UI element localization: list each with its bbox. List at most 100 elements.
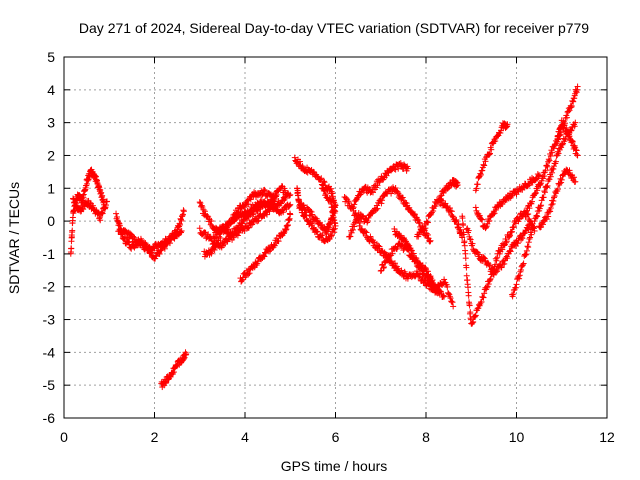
- data-point: [157, 247, 164, 254]
- data-point: [526, 205, 533, 212]
- x-tick-label: 4: [241, 429, 249, 445]
- data-point: [412, 211, 419, 218]
- data-point: [414, 216, 421, 223]
- y-tick-label: -4: [43, 344, 56, 360]
- data-point: [92, 173, 99, 180]
- y-tick-label: 3: [47, 115, 55, 131]
- data-point: [563, 166, 570, 173]
- data-point: [541, 188, 548, 195]
- data-point: [423, 230, 430, 237]
- data-point: [392, 166, 399, 173]
- data-point: [232, 228, 239, 235]
- data-markers: [67, 83, 581, 391]
- data-point: [563, 114, 570, 121]
- data-point: [450, 303, 457, 310]
- data-point: [523, 247, 530, 254]
- data-point: [267, 247, 274, 254]
- data-point: [540, 194, 547, 201]
- data-point: [196, 225, 203, 232]
- data-point: [80, 206, 87, 213]
- data-point: [561, 136, 568, 143]
- y-tick-label: 0: [47, 213, 55, 229]
- data-point: [523, 210, 530, 217]
- data-point: [494, 254, 501, 261]
- data-point: [479, 216, 486, 223]
- data-point: [527, 234, 534, 241]
- data-point: [547, 208, 554, 215]
- data-point: [485, 281, 492, 288]
- data-point: [571, 174, 578, 181]
- data-point: [543, 216, 550, 223]
- data-point: [143, 243, 150, 250]
- data-point: [280, 209, 287, 216]
- data-point: [245, 271, 252, 278]
- data-point: [530, 223, 537, 230]
- data-point: [298, 205, 305, 212]
- data-point: [454, 181, 461, 188]
- data-point: [241, 204, 248, 211]
- data-point: [373, 206, 380, 213]
- data-point: [243, 217, 250, 224]
- x-tick-label: 6: [332, 429, 340, 445]
- data-point: [427, 278, 434, 285]
- data-point: [228, 219, 235, 226]
- data-point: [152, 253, 159, 260]
- data-point: [472, 313, 479, 320]
- data-point: [511, 219, 518, 226]
- data-point: [482, 158, 489, 165]
- data-point: [398, 242, 405, 249]
- data-point: [499, 246, 506, 253]
- data-point: [540, 221, 547, 228]
- data-point: [158, 246, 165, 253]
- data-point: [508, 229, 515, 236]
- data-point: [550, 197, 557, 204]
- data-point: [362, 228, 369, 235]
- data-point: [230, 231, 237, 238]
- data-point: [452, 217, 459, 224]
- data-point: [371, 239, 378, 246]
- y-axis-label: SDTVAR / TECUs: [6, 182, 22, 294]
- y-tick-label: -1: [43, 246, 56, 262]
- data-point: [556, 180, 563, 187]
- data-point: [525, 244, 532, 251]
- data-point: [549, 169, 556, 176]
- data-point: [378, 200, 385, 207]
- data-point: [211, 235, 218, 242]
- data-point: [476, 251, 483, 258]
- data-point: [556, 146, 563, 153]
- data-point: [330, 226, 337, 233]
- data-point: [441, 293, 448, 300]
- data-point: [364, 219, 371, 226]
- data-point: [477, 215, 484, 222]
- data-point: [550, 166, 557, 173]
- data-point: [480, 254, 487, 261]
- data-point: [208, 250, 215, 257]
- data-point: [477, 171, 484, 178]
- data-point: [516, 272, 523, 279]
- data-point: [410, 250, 417, 257]
- data-point: [472, 312, 479, 319]
- data-point: [559, 141, 566, 148]
- data-point: [374, 205, 381, 212]
- data-point: [163, 241, 170, 248]
- data-point: [538, 202, 545, 209]
- data-point: [532, 176, 539, 183]
- data-point: [516, 275, 523, 282]
- data-point: [282, 195, 289, 202]
- data-point: [503, 238, 510, 245]
- data-point: [483, 284, 490, 291]
- data-point: [351, 223, 358, 230]
- data-point: [481, 290, 488, 297]
- data-point: [375, 242, 382, 249]
- x-tick-label: 8: [422, 429, 430, 445]
- data-point: [459, 215, 466, 222]
- data-point: [247, 196, 254, 203]
- data-point: [477, 257, 484, 264]
- data-point: [480, 161, 487, 168]
- data-point: [381, 258, 388, 265]
- data-point: [423, 218, 430, 225]
- data-point: [426, 238, 433, 245]
- data-point: [167, 240, 174, 247]
- data-point: [504, 255, 511, 262]
- data-point: [470, 318, 477, 325]
